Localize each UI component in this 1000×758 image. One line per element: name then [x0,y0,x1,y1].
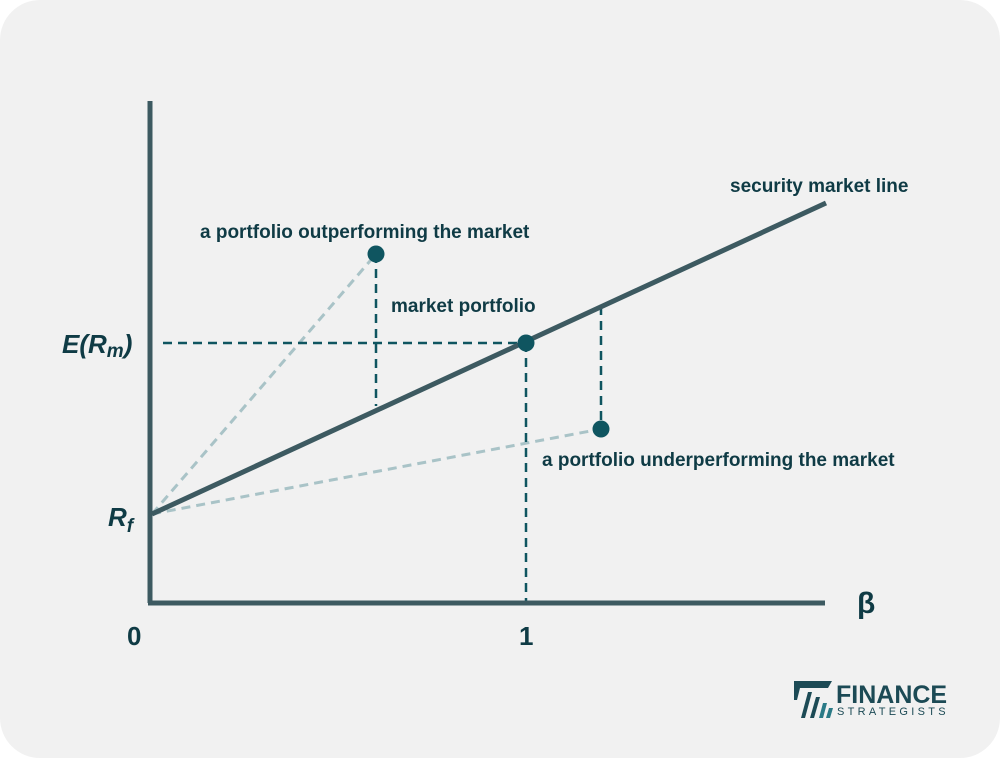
market-portfolio-label: market portfolio [391,296,536,317]
logo-mark-icon [794,681,833,718]
x-tick-0: 0 [127,621,141,651]
underperform-faint-line [151,427,602,516]
outperform-faint-line [150,253,378,515]
market-portfolio-point [517,334,535,352]
underperform-label: a portfolio underperforming the market [542,450,895,471]
outperform-label: a portfolio outperforming the market [200,222,530,243]
logo-text-finance: FINANCE [836,681,947,709]
sml-label: security market line [730,176,908,197]
beta-axis-label: β [857,587,875,620]
security-market-line [150,200,828,517]
logo-text-strategists: STRATEGISTS [837,706,949,718]
finance-strategists-logo: FINANCE STRATEGISTS [794,681,949,718]
underperform-point [592,420,610,438]
x-tick-1: 1 [519,621,533,651]
erm-axis-label: E(Rm) [62,329,132,362]
rf-axis-label: Rf [108,502,135,537]
outperform-point [367,245,385,263]
